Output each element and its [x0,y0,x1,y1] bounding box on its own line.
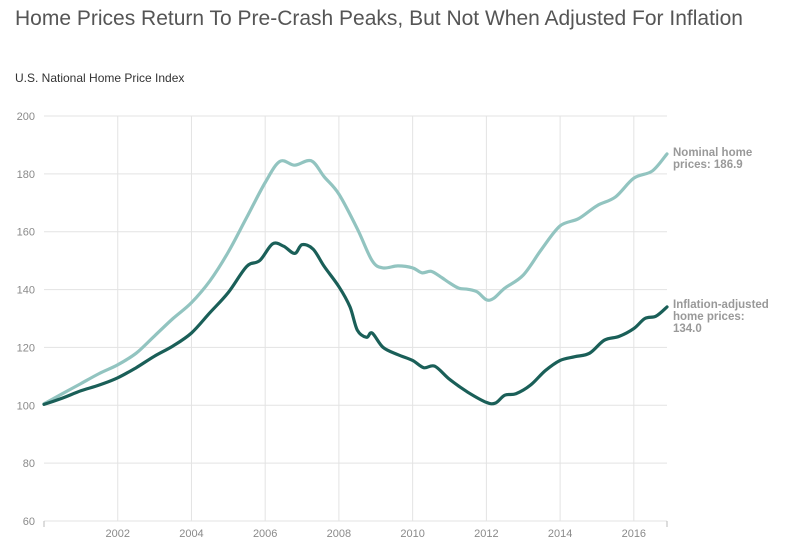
y-tick-label: 180 [17,169,35,181]
y-tick-label: 120 [17,342,35,354]
nominal-home-prices-line [42,152,669,406]
chart-subtitle: U.S. National Home Price Index [15,71,185,85]
chart-title: Home Prices Return To Pre-Crash Peaks, B… [15,7,743,30]
y-tick-label: 200 [17,111,35,123]
nominal-home-prices-end-label: Nominal home prices: 186.9 [673,147,752,171]
x-tick-label: 2008 [327,528,351,540]
end-label-line: prices: 186.9 [673,159,743,171]
inflation-adjusted-home-prices-line [42,241,669,406]
x-tick-label: 2012 [474,528,498,540]
inflation-adjusted-home-prices-end-label: Inflation-adjusted home prices: 134.0 [673,299,769,335]
x-tick-label: 2004 [179,528,203,540]
axes: 60 80 100 120 140 160 180 200 2002 2004 2006 2008 20… [17,111,668,540]
end-label-line: Nominal home [673,147,752,159]
x-tick-label: 2014 [548,528,572,540]
x-tick-label: 2006 [253,528,277,540]
grid [44,115,667,522]
x-tick-label: 2010 [400,528,424,540]
y-tick-label: 100 [17,400,35,412]
end-label-line: 134.0 [673,323,702,335]
y-tick-label: 140 [17,285,35,297]
y-tick-label: 160 [17,227,35,239]
series [42,152,669,406]
y-tick-label: 80 [23,458,35,470]
y-tick-label: 60 [23,516,35,528]
x-tick-label: 2016 [622,528,646,540]
end-label-line: Inflation-adjusted [673,299,769,311]
end-label-line: home prices: [673,311,745,323]
x-tick-label: 2002 [105,528,129,540]
end-labels: Nominal home prices: 186.9 Inflation-adjus… [673,147,769,335]
